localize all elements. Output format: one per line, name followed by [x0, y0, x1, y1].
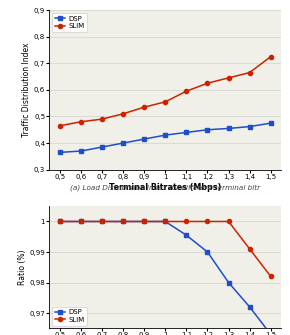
Line: SLIM: SLIM	[58, 219, 273, 278]
DSP	[100, 219, 104, 223]
Legend: DSP, SLIM: DSP, SLIM	[52, 13, 87, 32]
DSP	[248, 305, 251, 309]
Y-axis label: Traffic Distribution Index: Traffic Distribution Index	[22, 43, 31, 137]
DSP	[164, 219, 167, 223]
SLIM	[164, 100, 167, 104]
SLIM	[142, 219, 146, 223]
SLIM	[206, 81, 209, 85]
DSP	[58, 219, 61, 223]
DSP	[227, 280, 230, 284]
Text: (a) Load Distribution Index for different terminal bitr: (a) Load Distribution Index for differen…	[70, 185, 260, 191]
SLIM	[185, 219, 188, 223]
SLIM	[100, 219, 104, 223]
SLIM	[185, 89, 188, 93]
DSP	[269, 121, 273, 125]
DSP	[227, 126, 230, 130]
SLIM	[58, 219, 61, 223]
SLIM	[122, 112, 125, 116]
SLIM	[142, 105, 146, 109]
SLIM	[79, 120, 83, 124]
SLIM	[58, 124, 61, 128]
DSP	[142, 137, 146, 141]
DSP	[206, 250, 209, 254]
SLIM	[122, 219, 125, 223]
DSP	[122, 219, 125, 223]
DSP	[185, 130, 188, 134]
DSP	[248, 125, 251, 129]
DSP	[164, 133, 167, 137]
SLIM	[164, 219, 167, 223]
DSP	[79, 219, 83, 223]
SLIM	[248, 247, 251, 251]
Legend: DSP, SLIM: DSP, SLIM	[52, 307, 87, 326]
DSP	[58, 150, 61, 154]
DSP	[79, 149, 83, 153]
Line: DSP: DSP	[58, 121, 273, 154]
SLIM	[100, 117, 104, 121]
SLIM	[227, 219, 230, 223]
DSP	[185, 233, 188, 237]
DSP	[206, 128, 209, 132]
SLIM	[269, 55, 273, 59]
SLIM	[79, 219, 83, 223]
DSP	[122, 141, 125, 145]
Y-axis label: Ratio (%): Ratio (%)	[18, 250, 27, 285]
X-axis label: Terminal Bitrates (Mbps): Terminal Bitrates (Mbps)	[109, 183, 222, 192]
SLIM	[269, 274, 273, 278]
Line: SLIM: SLIM	[58, 55, 273, 128]
SLIM	[227, 76, 230, 80]
Line: DSP: DSP	[58, 219, 273, 335]
DSP	[142, 219, 146, 223]
SLIM	[206, 219, 209, 223]
SLIM	[248, 71, 251, 75]
DSP	[269, 332, 273, 335]
DSP	[100, 145, 104, 149]
